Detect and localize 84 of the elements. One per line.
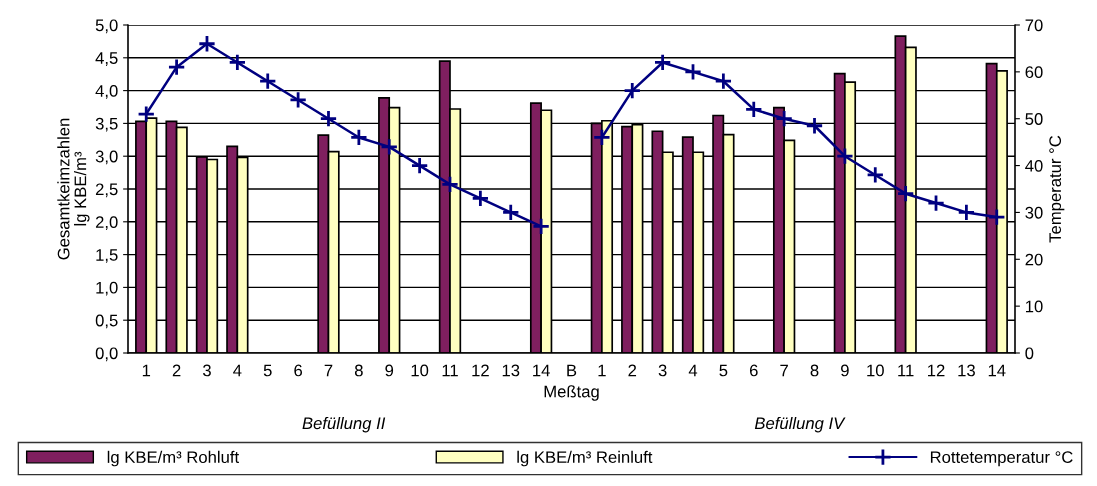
point [501, 203, 520, 222]
legend-label: lg KBE/m³ Rohluft [107, 450, 239, 467]
y2-tick-label: 30 [1025, 206, 1043, 219]
y2-tick-label: 20 [1025, 253, 1043, 266]
point [410, 156, 429, 175]
point [835, 147, 854, 166]
y-tick-label: 4,5 [95, 52, 118, 66]
x-tick-label: 4 [233, 364, 242, 377]
point [167, 58, 186, 77]
point [592, 128, 611, 147]
x-tick-label: 10 [867, 364, 884, 377]
point [532, 217, 551, 236]
legend-label: lg KBE/m³ Reinluft [517, 450, 653, 467]
point [380, 137, 399, 156]
point [744, 100, 763, 119]
y-tick-label: 4,0 [95, 85, 118, 99]
y-tick-label: 2,0 [95, 216, 118, 230]
x-tick-label: 12 [472, 364, 489, 377]
y-tick-label: 0,5 [95, 314, 118, 329]
point [623, 81, 642, 100]
x-tick-label: 12 [928, 364, 945, 377]
point [683, 62, 703, 81]
x-tick-label: 6 [749, 364, 758, 377]
x-tick-label: 2 [628, 364, 637, 377]
y-tick-label: 3,0 [95, 150, 118, 165]
point [471, 189, 490, 208]
x-tick-label: 13 [958, 364, 975, 377]
point [896, 184, 915, 203]
y-tick-label: 1,5 [96, 249, 118, 263]
point [957, 203, 976, 222]
point [197, 34, 217, 53]
x-tick-label: 3 [658, 364, 667, 377]
x-tick-label: 1 [598, 364, 606, 377]
point [653, 53, 672, 72]
y-tick-label: 0,0 [95, 347, 118, 362]
x-tick-label: 14 [533, 364, 550, 377]
x-tick-label: 7 [780, 364, 788, 377]
point [805, 116, 824, 135]
y-tick-label: 3,5 [95, 117, 118, 132]
point [866, 165, 885, 184]
point [258, 72, 277, 91]
x-tick-label: 7 [324, 364, 333, 377]
x-tick-label: 9 [385, 364, 394, 377]
y2-tick-label: 40 [1025, 159, 1043, 172]
y-tick-label: 1,0 [96, 281, 118, 296]
x-tick-label: 4 [688, 364, 698, 377]
x-tick-label: B [567, 364, 577, 377]
y2-tick-label: 70 [1025, 19, 1043, 32]
x-tick-label: 11 [442, 364, 458, 377]
y2-tick-label: 10 [1025, 300, 1043, 313]
point [228, 53, 247, 72]
point [349, 128, 368, 147]
y2-tick-label: 50 [1025, 113, 1043, 125]
x-tick-label: 2 [172, 364, 181, 377]
point [319, 109, 338, 128]
point [289, 90, 308, 109]
x-tick-label: 6 [294, 364, 303, 377]
y2-tick-label: 60 [1025, 66, 1043, 79]
y2-axis-title: Temperatur °C [1049, 135, 1065, 243]
x-tick-label: 14 [988, 364, 1006, 377]
point [775, 109, 794, 128]
point [987, 208, 1006, 227]
x-tick-label: 8 [354, 364, 363, 377]
y2-tick-label: 0 [1025, 347, 1034, 360]
x-tick-label: 13 [502, 364, 520, 377]
x-tick-label: 1 [142, 364, 151, 377]
point [714, 72, 733, 91]
text: Befüllung IV [754, 416, 846, 433]
x-tick-label: 5 [719, 364, 728, 377]
x-tick-label: 8 [810, 364, 819, 377]
y-axis-title: Gesamtkeimzahlen lg KBE/m³ [57, 118, 90, 260]
point [137, 105, 156, 124]
x-tick-label: 5 [263, 364, 272, 377]
x-tick-label: 10 [411, 364, 429, 377]
point [926, 194, 946, 213]
x-tick-label: 9 [841, 364, 849, 377]
x-axis-title: Meßtag [544, 385, 599, 401]
legend-label: Rottetemperatur °C [930, 451, 1073, 467]
x-tick-label: 3 [202, 364, 211, 377]
y-tick-label: 2,5 [95, 183, 118, 198]
x-tick-label: 11 [898, 364, 914, 377]
text: Befüllung II [302, 416, 386, 433]
point [440, 175, 460, 194]
y-tick-label: 5,0 [95, 19, 118, 34]
